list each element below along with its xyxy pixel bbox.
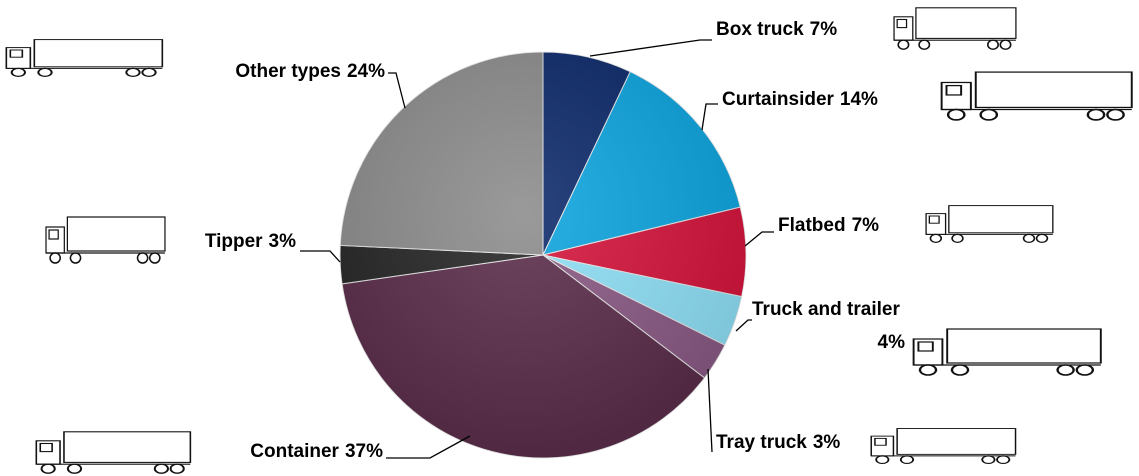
truck-icon: [942, 72, 1132, 120]
value-label: 7%: [810, 19, 838, 40]
category-label: Flatbed: [778, 215, 846, 236]
leader-line: [702, 104, 718, 130]
leader-line: [736, 320, 752, 331]
category-label: Tipper: [205, 231, 263, 252]
pie-slice: [340, 52, 543, 255]
value-label: 7%: [852, 215, 880, 236]
leader-line: [745, 232, 774, 246]
value-label: 4%: [878, 332, 906, 353]
page: Box truck 7% Curtainsider14% Flatbed 7% Truck…: [0, 0, 1139, 476]
truck-icon: [926, 206, 1053, 243]
leader-line: [388, 73, 405, 108]
value-label: 37%: [345, 441, 383, 462]
data-label: Truck and trailer: [752, 299, 900, 320]
category-label: Truck and trailer: [752, 299, 900, 320]
truck-icon: [6, 40, 162, 77]
truck-icon: [46, 217, 165, 263]
value-label: 3%: [813, 432, 841, 453]
category-label: Curtainsider: [722, 89, 835, 110]
pie: [340, 52, 746, 458]
value-label: 24%: [347, 61, 385, 82]
truck-icon: [914, 329, 1101, 375]
data-label: Tipper 3%: [205, 231, 296, 252]
category-label: Other types: [235, 61, 341, 82]
truck-icon: [894, 8, 1016, 49]
category-label: Tray truck: [716, 432, 807, 453]
data-label: Container 37%: [250, 441, 383, 462]
truck-icon: [871, 429, 1015, 464]
value-label: 14%: [840, 89, 878, 110]
leader-line: [708, 369, 712, 452]
leader-line: [300, 251, 340, 262]
category-label: Box truck: [716, 19, 804, 40]
category-label: Container: [250, 441, 339, 462]
chart: Box truck 7% Curtainsider14% Flatbed 7% Truck…: [0, 0, 1139, 476]
data-label: Flatbed 7%: [778, 215, 879, 236]
data-label: Other types 24%: [235, 61, 385, 82]
data-label: Tray truck 3%: [716, 432, 840, 453]
leader-line: [590, 40, 712, 56]
value-label: 3%: [269, 231, 297, 252]
data-label: Box truck 7%: [716, 19, 837, 40]
truck-icon: [36, 432, 190, 473]
